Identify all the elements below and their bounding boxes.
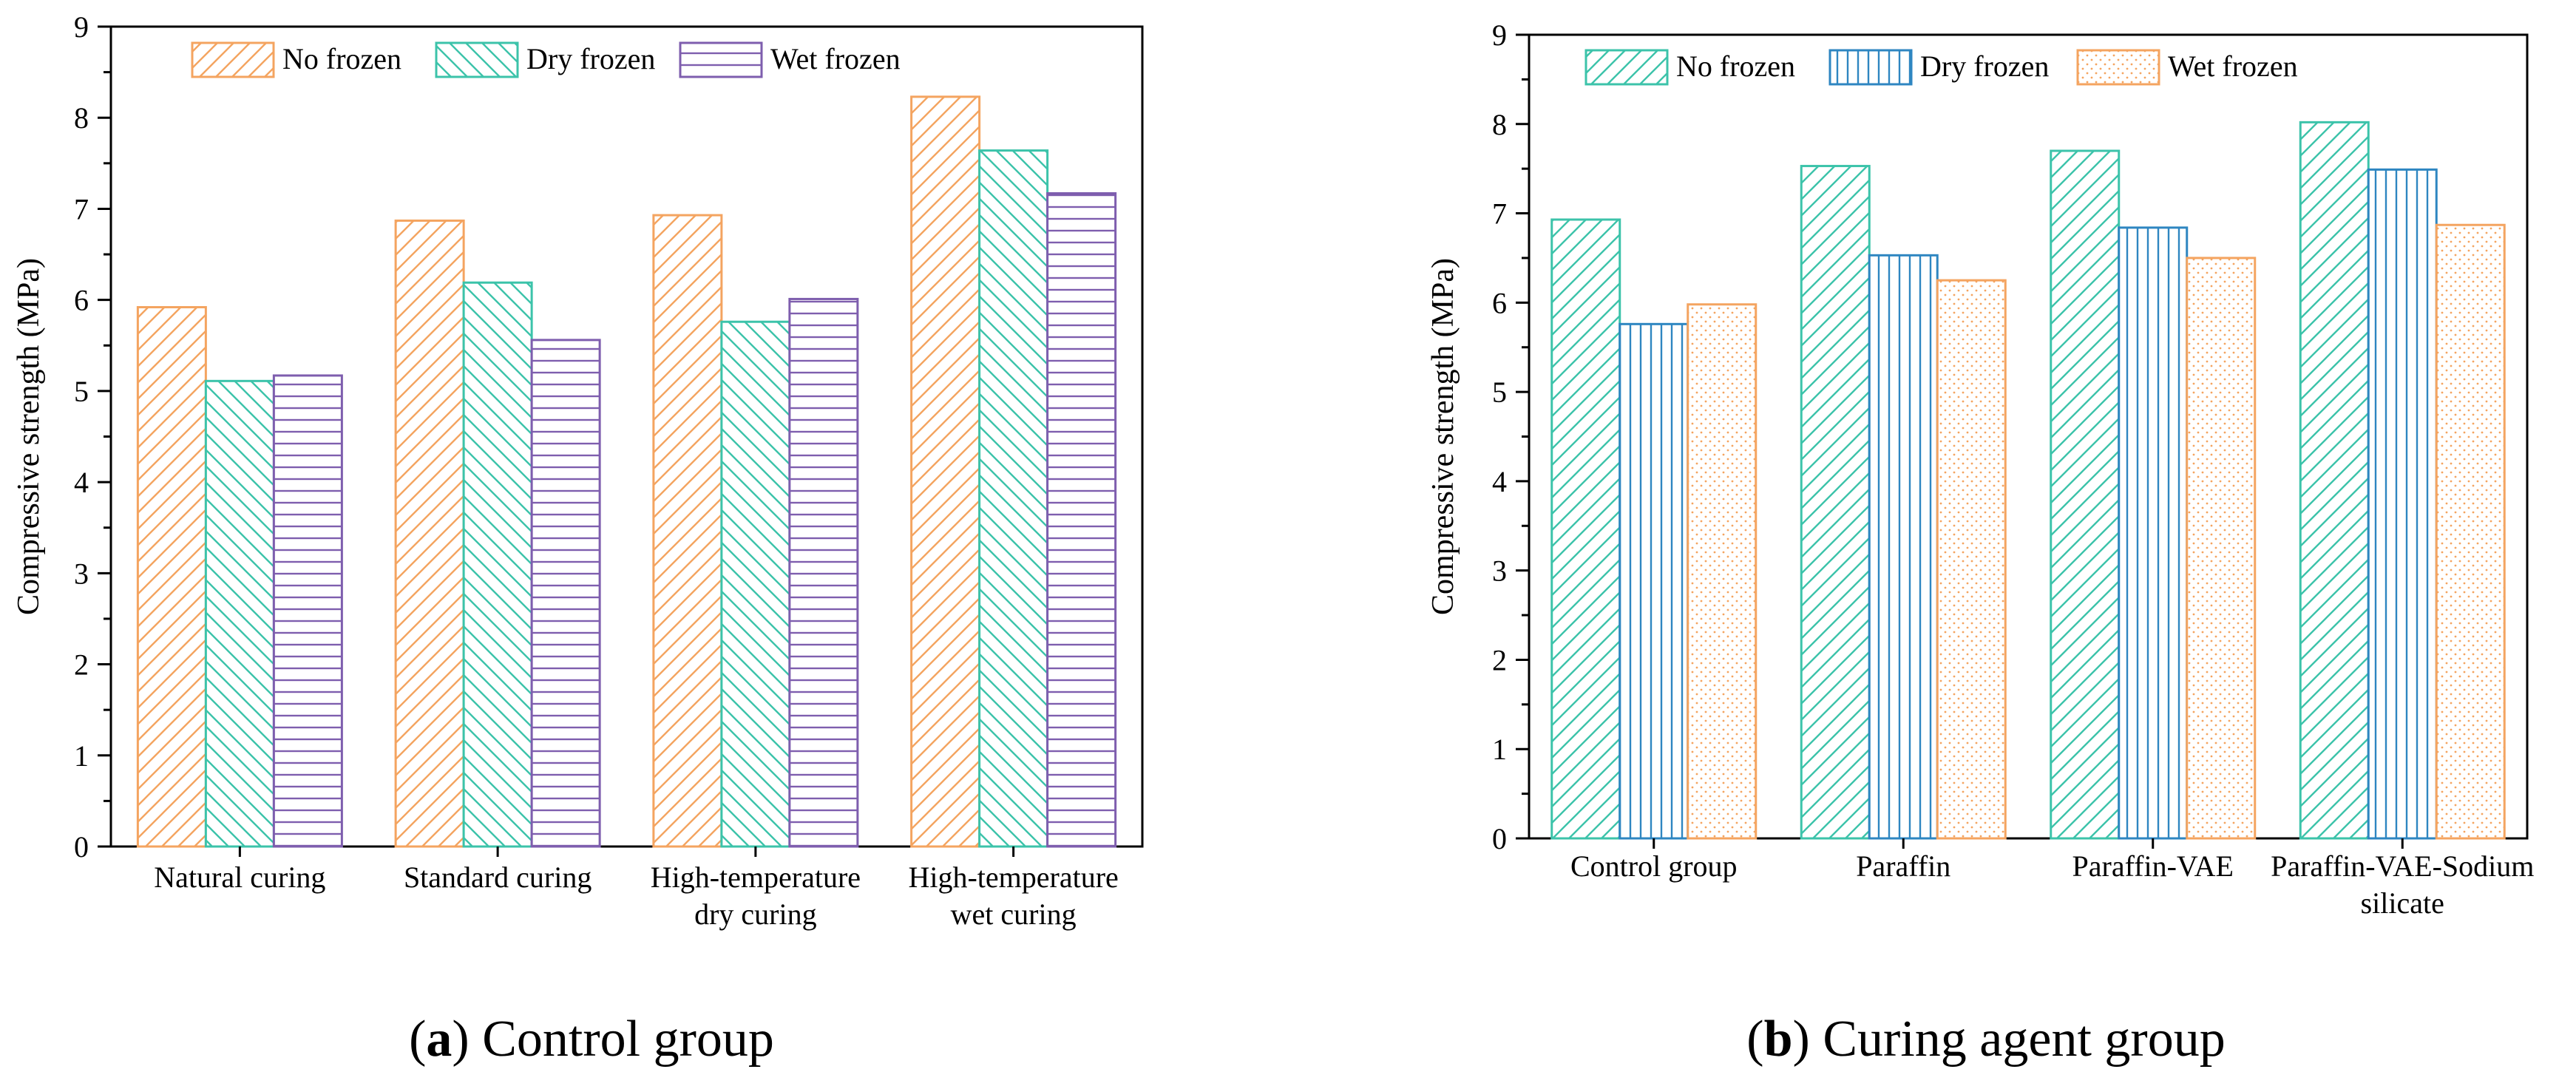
bar-no-frozen — [910, 95, 981, 848]
y-axis-label: Compressive strength (MPa) — [1426, 258, 1460, 615]
y-axis-label: Compressive strength (MPa) — [12, 258, 46, 615]
legend-swatch — [435, 41, 519, 78]
y-tick-label: 7 — [1492, 197, 1507, 231]
x-category-label: Natural curing — [154, 861, 325, 894]
y-tick-label: 4 — [74, 466, 89, 499]
legend-label: No frozen — [1676, 50, 1795, 83]
bar-no-frozen — [2299, 121, 2370, 840]
bar-dry-frozen — [462, 281, 533, 848]
y-tick-label: 5 — [74, 375, 89, 408]
y-tick-label: 7 — [74, 192, 89, 225]
x-category-label: wet curing — [951, 898, 1077, 931]
figure-caption: (a) Control group — [409, 1011, 774, 1068]
bar-no-frozen — [1550, 218, 1621, 840]
bar-wet-frozen — [272, 374, 343, 848]
legend-label: Wet frozen — [770, 42, 901, 75]
legend-label: No frozen — [282, 42, 401, 75]
x-category-label: Paraffin — [1856, 849, 1950, 883]
bar-wet-frozen — [1936, 279, 2007, 840]
figure-caption: (b) Curing agent group — [1746, 1011, 2225, 1068]
bar-wet-frozen — [788, 297, 859, 848]
legend-label: Dry frozen — [1920, 50, 2049, 83]
legend-swatch — [679, 41, 763, 78]
y-tick-label: 0 — [1492, 822, 1507, 855]
bar-dry-frozen — [720, 320, 791, 848]
bar-no-frozen — [394, 219, 465, 848]
bar-dry-frozen — [978, 149, 1049, 848]
x-category-label: dry curing — [694, 898, 817, 931]
chart-b: 0 1 2 3 4 5 6 7 8 9 Compressive strength (MPa) Cont… — [1426, 18, 2534, 1068]
bar-dry-frozen — [1868, 254, 1939, 840]
bar-wet-frozen — [2435, 223, 2506, 840]
bar-no-frozen — [652, 214, 723, 848]
y-tick-label: 2 — [74, 648, 89, 682]
y-tick-label: 3 — [74, 557, 89, 590]
x-category-label: Paraffin-VAE — [2072, 849, 2234, 883]
bar-no-frozen — [2050, 149, 2121, 840]
legend-swatch — [2076, 49, 2160, 86]
bar-dry-frozen — [2118, 226, 2189, 840]
x-category-label: Control group — [1570, 849, 1738, 883]
y-tick-label: 1 — [1492, 733, 1507, 766]
y-tick-label: 6 — [74, 284, 89, 317]
x-category-label: Standard curing — [404, 861, 592, 894]
bar-no-frozen — [1800, 165, 1871, 840]
y-tick-label: 2 — [1492, 643, 1507, 676]
legend-label: Dry frozen — [526, 42, 655, 75]
y-tick-label: 8 — [1492, 108, 1507, 141]
x-category-label: silicate — [2361, 886, 2444, 920]
bar-wet-frozen — [1046, 191, 1117, 848]
y-tick-label: 8 — [74, 101, 89, 135]
legend-swatch — [1828, 49, 1913, 86]
chart-a: 0 1 2 3 4 5 6 7 8 9 Compressive strength (MPa) Natu… — [12, 10, 1144, 1068]
x-category-label: High-temperature — [651, 861, 861, 894]
y-tick-label: 1 — [74, 739, 89, 773]
x-category-label: High-temperature — [908, 861, 1118, 894]
y-tick-label: 6 — [1492, 286, 1507, 319]
legend-swatch — [1584, 49, 1669, 86]
y-tick-label: 0 — [74, 830, 89, 864]
y-tick-label: 5 — [1492, 376, 1507, 409]
bar-dry-frozen — [2367, 168, 2438, 840]
legend-label: Wet frozen — [2168, 50, 2298, 83]
bar-no-frozen — [136, 306, 207, 848]
bar-dry-frozen — [204, 379, 275, 848]
bar-wet-frozen — [530, 339, 601, 848]
bar-wet-frozen — [1687, 303, 1758, 840]
y-tick-label: 3 — [1492, 554, 1507, 588]
bar-dry-frozen — [1619, 322, 1689, 840]
x-category-label: Paraffin-VAE-Sodium — [2271, 849, 2534, 883]
y-tick-label: 4 — [1492, 465, 1507, 498]
bar-wet-frozen — [2186, 257, 2257, 840]
y-tick-label: 9 — [1492, 18, 1507, 52]
legend-swatch — [191, 41, 275, 78]
y-tick-label: 9 — [74, 10, 89, 44]
